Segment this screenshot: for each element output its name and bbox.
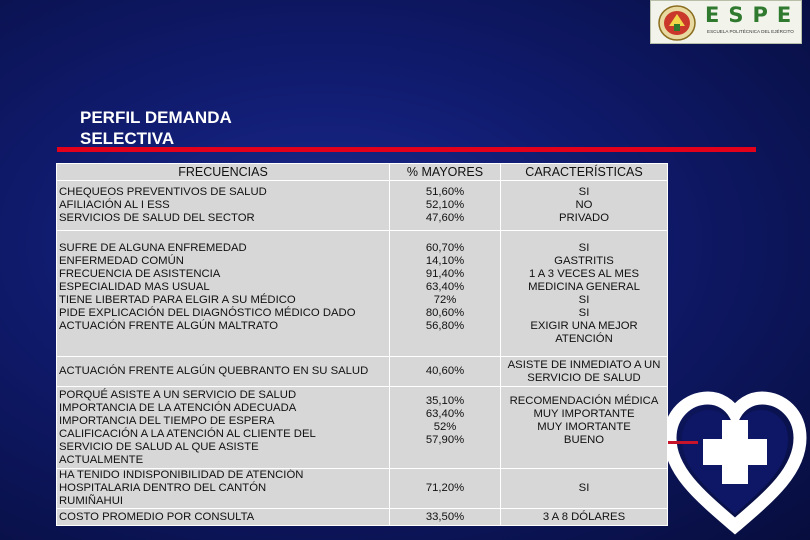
porcentaje-cell: 35,10% 63,40% 52% 57,90% [389,386,501,469]
frecuencia-cell: SUFRE DE ALGUNA ENFREMEDAD ENFERMEDAD CO… [56,230,390,357]
espe-logo: ESPE ESCUELA POLITÉCNICA DEL EJÉRCITO [650,0,802,44]
porcentaje-cell: 33,50% [389,508,501,526]
demand-profile-table: FRECUENCIAS % MAYORES CARACTERÍSTICAS CH… [56,163,668,526]
frecuencia-cell: PORQUÉ ASISTE A UN SERVICIO DE SALUD IMP… [56,386,390,469]
table-row: HA TENIDO INDISPONIBILIDAD DE ATENCIÓN H… [56,468,668,509]
caracteristica-cell: ASISTE DE INMEDIATO A UN SERVICIO DE SAL… [500,356,668,387]
porcentaje-cell: 40,60% [389,356,501,387]
page-title: PERFIL DEMANDA SELECTIVA [80,107,232,149]
frecuencia-cell: HA TENIDO INDISPONIBILIDAD DE ATENCIÓN H… [56,468,390,509]
caracteristica-cell: SI NO PRIVADO [500,180,668,231]
title-line-1: PERFIL DEMANDA [80,108,232,127]
title-line-2: SELECTIVA [80,129,175,148]
decorative-red-line [668,441,698,444]
table-row: COSTO PROMEDIO POR CONSULTA 33,50% 3 A 8… [56,508,668,526]
espe-seal-icon [658,5,696,41]
heart-medical-cross-icon [663,391,807,535]
caracteristica-cell: RECOMENDACIÓN MÉDICA MUY IMPORTANTE MUY … [500,386,668,469]
frecuencia-cell: COSTO PROMEDIO POR CONSULTA [56,508,390,526]
table-row: PORQUÉ ASISTE A UN SERVICIO DE SALUD IMP… [56,386,668,469]
porcentaje-cell: 71,20% [389,468,501,509]
table-header-row: FRECUENCIAS % MAYORES CARACTERÍSTICAS [56,163,668,181]
porcentaje-cell: 51,60% 52,10% 47,60% [389,180,501,231]
brand-subtitle: ESCUELA POLITÉCNICA DEL EJÉRCITO [707,29,794,34]
brand-name: ESPE [705,3,801,27]
frecuencia-cell: ACTUACIÓN FRENTE ALGÚN QUEBRANTO EN SU S… [56,356,390,387]
porcentaje-cell: 60,70% 14,10% 91,40% 63,40% 72% 80,60% 5… [389,230,501,357]
table-row: ACTUACIÓN FRENTE ALGÚN QUEBRANTO EN SU S… [56,356,668,387]
header-frecuencias: FRECUENCIAS [56,163,390,181]
caracteristica-cell: SI [500,468,668,509]
header-caracteristicas: CARACTERÍSTICAS [500,163,668,181]
title-divider [57,147,756,152]
table-row: CHEQUEOS PREVENTIVOS DE SALUD AFILIACIÓN… [56,180,668,231]
header-porcentaje: % MAYORES [389,163,501,181]
table-row: SUFRE DE ALGUNA ENFREMEDAD ENFERMEDAD CO… [56,230,668,357]
caracteristica-cell: SI GASTRITIS 1 A 3 VECES AL MES MEDICINA… [500,230,668,357]
caracteristica-cell: 3 A 8 DÓLARES [500,508,668,526]
frecuencia-cell: CHEQUEOS PREVENTIVOS DE SALUD AFILIACIÓN… [56,180,390,231]
